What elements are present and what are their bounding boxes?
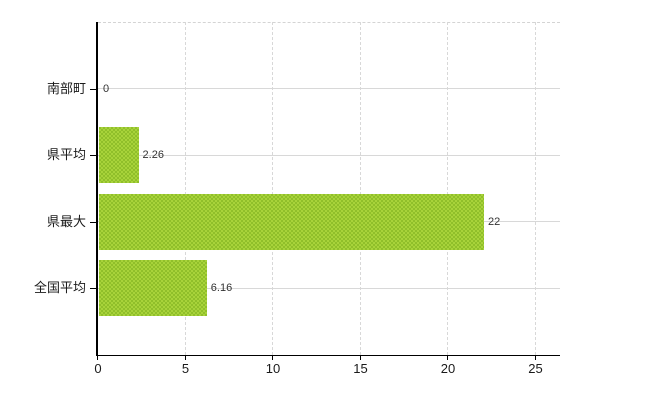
x-tick-label: 15 <box>353 361 368 376</box>
x-gridline <box>272 22 273 355</box>
category-label-南部町: 南部町 <box>46 80 86 96</box>
category-label-全国平均: 全国平均 <box>33 280 86 296</box>
plot-top-border <box>98 22 560 23</box>
plot-area: 0 2.26 22 6.16 <box>96 22 560 356</box>
y-axis-tick <box>90 88 97 90</box>
x-axis-tick <box>184 355 186 360</box>
x-gridline <box>534 22 536 355</box>
x-axis-line <box>96 354 560 356</box>
bar-全国平均 <box>99 260 207 317</box>
x-gridline <box>184 22 186 355</box>
x-axis-tick <box>97 355 98 360</box>
x-gridline <box>447 22 448 355</box>
x-axis-tick <box>272 355 273 360</box>
x-axis-tick <box>534 355 536 360</box>
x-tick-label: 10 <box>265 361 281 376</box>
y-axis-tick <box>90 221 97 223</box>
category-gridline <box>98 154 560 156</box>
x-tick-label: 5 <box>181 361 190 376</box>
y-axis-line <box>96 22 98 355</box>
x-tick-label: 0 <box>94 361 102 376</box>
category-gridline <box>98 88 560 90</box>
x-axis-tick <box>359 355 361 360</box>
x-tick-label: 25 <box>528 361 543 376</box>
category-gridline <box>98 287 560 289</box>
x-tick-label: 20 <box>440 361 456 376</box>
bar-value-label: 22 <box>488 215 501 228</box>
y-axis-tick <box>90 288 97 290</box>
category-label-県最大: 県最大 <box>46 213 86 229</box>
x-gridline <box>359 22 361 355</box>
bar-県平均 <box>99 127 139 184</box>
bar-value-label: 0 <box>103 82 110 95</box>
bar-value-label: 2.26 <box>142 149 164 162</box>
x-axis-tick <box>447 355 448 360</box>
bar-value-label: 6.16 <box>210 282 233 295</box>
category-label-県平均: 県平均 <box>46 147 86 163</box>
bar-県最大 <box>99 193 484 250</box>
y-axis-tick <box>90 155 97 157</box>
